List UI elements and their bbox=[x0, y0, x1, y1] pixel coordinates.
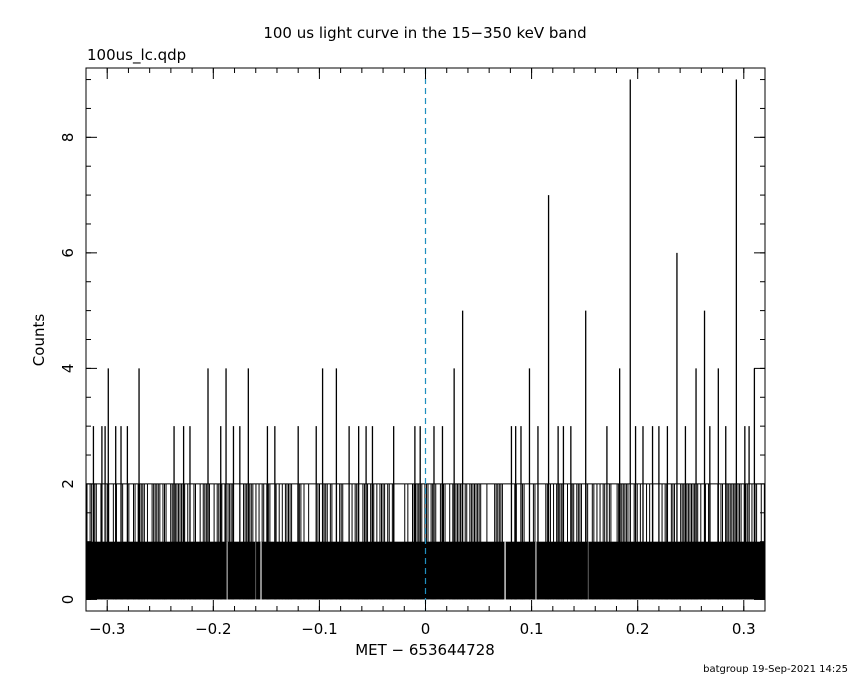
zero-count-gap bbox=[504, 541, 506, 600]
count-bars bbox=[86, 79, 765, 600]
y-tick-labels: 0 2 4 6 8 bbox=[59, 133, 77, 605]
y-tick-label: 2 bbox=[59, 479, 77, 489]
x-tick-label: 0.1 bbox=[520, 620, 544, 638]
x-tick-label: 0.3 bbox=[732, 620, 756, 638]
footer-label: batgroup 19-Sep-2021 14:25 bbox=[703, 664, 848, 675]
zero-count-gap bbox=[535, 541, 537, 600]
x-tick-label: −0.3 bbox=[89, 620, 125, 638]
y-tick-label: 6 bbox=[59, 248, 77, 258]
x-tick-label: 0.2 bbox=[626, 620, 650, 638]
axis-ticks bbox=[85, 68, 766, 611]
y-axis-label: Counts bbox=[30, 314, 48, 367]
y-tick-label: 8 bbox=[59, 133, 77, 143]
zero-count-gap bbox=[260, 541, 262, 600]
x-axis-label: MET − 653644728 bbox=[355, 641, 495, 659]
chart-title: 100 us light curve in the 15−350 keV ban… bbox=[263, 24, 586, 42]
x-tick-label: −0.1 bbox=[301, 620, 337, 638]
x-tick-label: 0 bbox=[421, 620, 431, 638]
zero-count-gap bbox=[226, 541, 228, 600]
file-label: 100us_lc.qdp bbox=[87, 46, 186, 65]
y-tick-label: 4 bbox=[59, 364, 77, 374]
x-tick-labels: −0.3 −0.2 −0.1 0 0.1 0.2 0.3 bbox=[89, 620, 756, 638]
y-tick-label: 0 bbox=[59, 595, 77, 605]
x-tick-label: −0.2 bbox=[195, 620, 231, 638]
plot-area bbox=[85, 67, 766, 612]
